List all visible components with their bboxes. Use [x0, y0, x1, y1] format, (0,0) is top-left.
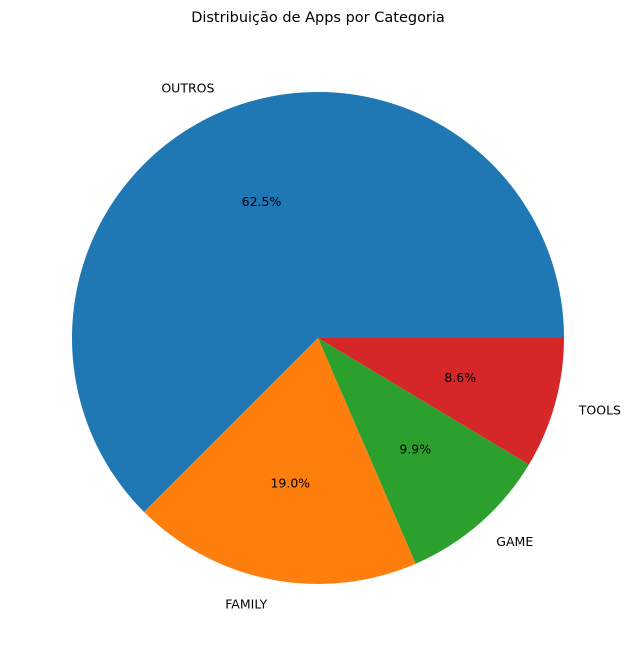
pie-slice-tools [318, 338, 564, 465]
pie-slice-family [144, 338, 416, 584]
slice-label-outros: OUTROS [161, 80, 214, 95]
pct-label-tools: 8.6% [444, 370, 476, 385]
pie-labels: OUTROS 62.5% FAMILY 19.0% GAME 9.9% TOOLS 8.6% [161, 80, 621, 611]
chart-title: Distribuição de Apps por Categoria [191, 10, 445, 26]
pct-label-family: 19.0% [270, 475, 310, 490]
pie-slice-game [318, 338, 529, 564]
pie-slice-outros [71, 92, 565, 512]
pie-slices [71, 92, 565, 584]
slice-label-family: FAMILY [225, 596, 267, 611]
pct-label-game: 9.9% [399, 442, 431, 457]
slice-label-game: GAME [496, 534, 533, 549]
pct-label-outros: 62.5% [242, 194, 282, 209]
slice-label-tools: TOOLS [578, 403, 621, 418]
